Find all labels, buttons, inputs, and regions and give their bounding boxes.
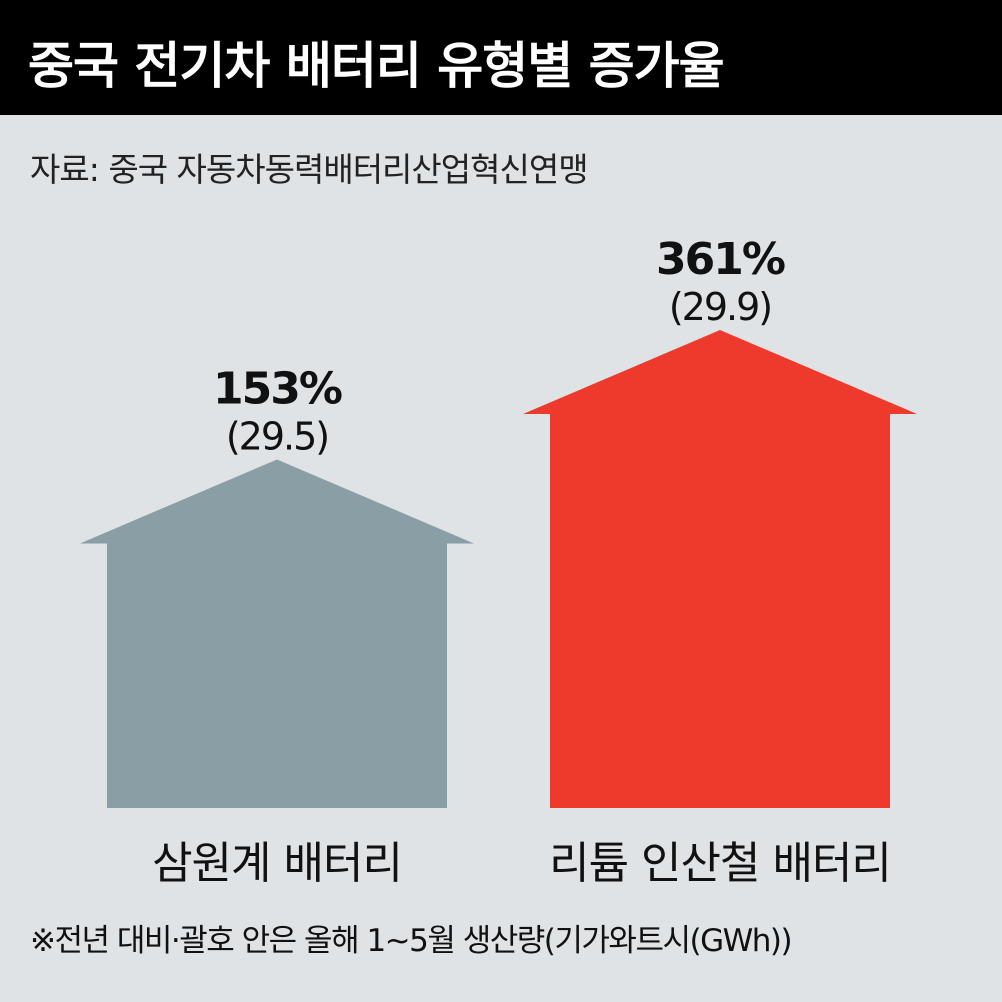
value-label: 153%	[213, 363, 342, 414]
category-label: 리튬 인산철 배터리	[549, 838, 891, 889]
footnote: ※전년 대비·괄호 안은 올해 1~5월 생산량(기가와트시(GWh))	[30, 923, 793, 959]
bar-lfp	[523, 330, 917, 808]
chart-title: 중국 전기차 배터리 유형별 증가율	[28, 37, 725, 95]
production-label: (29.5)	[226, 414, 328, 458]
source-note: 자료: 중국 자동차동력배터리산업혁신연맹	[30, 150, 589, 189]
title-bar: 중국 전기차 배터리 유형별 증가율	[0, 0, 1002, 115]
category-label: 삼원계 배터리	[152, 838, 402, 889]
bar-ternary	[80, 459, 474, 808]
production-label: (29.9)	[669, 285, 771, 329]
value-label: 361%	[656, 234, 785, 285]
